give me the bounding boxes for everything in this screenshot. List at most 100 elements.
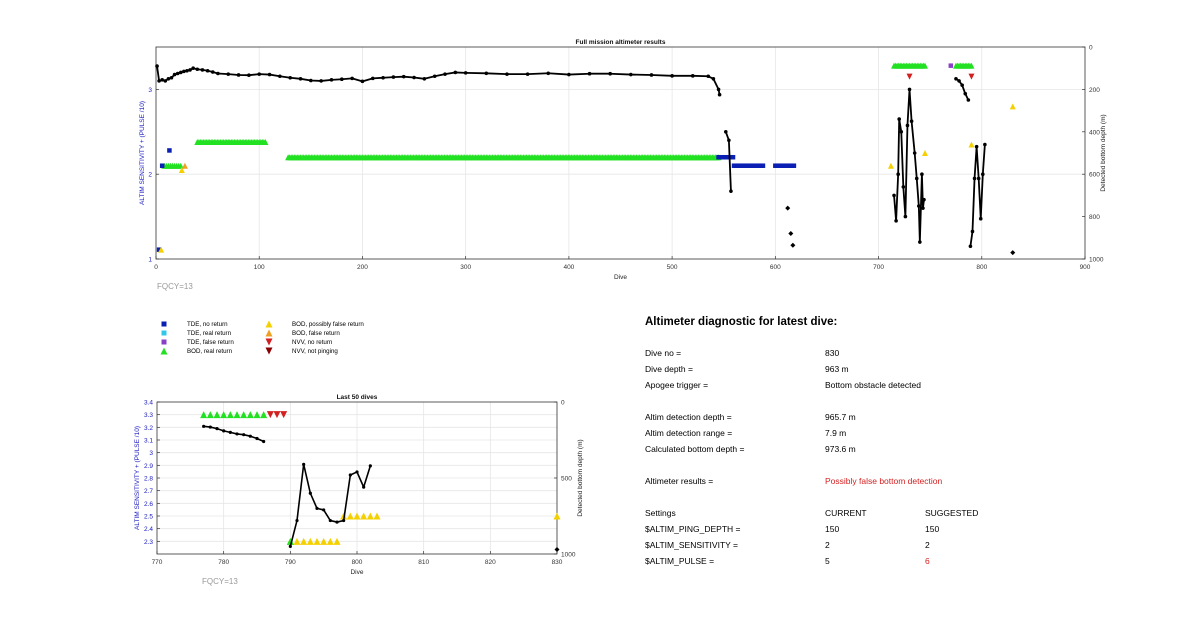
bottom-depth-point <box>208 425 212 429</box>
tde-no-return-marker <box>156 247 162 252</box>
row-value: 7.9 m <box>825 428 847 438</box>
row-label: Calculated bottom depth = <box>645 444 745 454</box>
bod-possibly-false-marker <box>313 537 321 545</box>
bod-real-return-marker <box>220 411 228 419</box>
setting-ping-depth: $ALTIM_PING_DEPTH = 150 150 <box>645 524 1165 536</box>
diagnostic-panel: Altimeter diagnostic for latest dive: Di… <box>645 310 1165 590</box>
row-value: 965.7 m <box>825 412 856 422</box>
fqcy-note: FQCY=13 <box>202 577 238 586</box>
legend-marker-shape <box>161 330 167 336</box>
bottom-depth-point <box>453 70 458 75</box>
bod-real-return-marker <box>240 411 248 419</box>
row-label: Apogee trigger = <box>645 380 709 390</box>
bod-possibly-false-marker <box>333 537 341 545</box>
legend-marker <box>265 338 273 346</box>
bottom-depth-point <box>897 117 901 121</box>
x-tick-label: 400 <box>563 264 574 271</box>
y-tick-label: 2.5 <box>144 514 153 521</box>
bottom-depth-line <box>893 88 925 243</box>
bottom-depth-point <box>412 75 416 80</box>
row-altim-detection-depth: Altim detection depth = 965.7 m <box>645 412 1165 424</box>
x-tick-label: 800 <box>352 559 363 566</box>
bod-real-return-marker <box>286 537 294 545</box>
bottom-depth-point <box>302 462 306 466</box>
y-tick-label: 3.3 <box>144 412 153 419</box>
bottom-depth-point <box>914 176 919 181</box>
y-tick-label: 3.1 <box>144 438 153 445</box>
x-tick-label: 300 <box>460 264 471 271</box>
chart-title: Last 50 dives <box>337 394 378 401</box>
x-axis-label: Dive <box>614 274 627 281</box>
nvv-no-return-marker <box>906 73 913 80</box>
tde-no-return-marker <box>167 148 172 153</box>
bottom-depth-point <box>432 74 437 79</box>
nvv-no-return-marker <box>266 411 274 419</box>
bod-real-return-marker <box>226 411 234 419</box>
row-altimeter-results: Altimeter results = Possibly false botto… <box>645 476 1165 488</box>
bottom-depth-point <box>222 429 226 433</box>
y-tick-label: 2.3 <box>144 539 153 546</box>
bottom-depth-point <box>960 83 964 87</box>
bottom-depth-point <box>362 485 366 489</box>
bottom-depth-point <box>235 432 239 436</box>
legend: TDE, no return TDE, real return TDE, false… <box>160 320 400 360</box>
bottom-depth-point <box>976 176 981 181</box>
y-tick-label: 2 <box>148 172 152 179</box>
bod-possibly-false-marker <box>306 537 314 545</box>
bottom-depth-point <box>342 518 346 523</box>
bottom-depth-point <box>972 176 977 181</box>
bod-possibly-false-marker <box>326 537 334 545</box>
nvv-no-return-marker <box>280 411 288 419</box>
bottom-depth-point <box>954 77 958 81</box>
x-tick-label: 790 <box>285 559 296 566</box>
bottom-depth-point <box>463 71 468 75</box>
bottom-depth-point <box>922 197 926 202</box>
bottom-depth-point <box>205 68 210 73</box>
row-dive-no: Dive no = 830 <box>645 348 1165 360</box>
y2-tick-label: 800 <box>1089 214 1100 221</box>
bottom-depth-point <box>894 219 898 223</box>
bottom-depth-line <box>156 65 721 95</box>
legend-label: BOD, possibly false return <box>292 321 364 328</box>
setting-label: $ALTIM_SENSITIVITY = <box>645 540 738 550</box>
bod-possibly-false-marker <box>346 512 354 520</box>
bod-real-return-marker <box>206 411 214 419</box>
bottom-depth-point <box>278 74 282 79</box>
bottom-depth-point <box>391 75 396 79</box>
setting-suggested: 150 <box>925 524 940 534</box>
bottom-depth-point <box>970 229 975 234</box>
bottom-depth-point <box>182 69 186 74</box>
y-axis-label: ALTIM SENSITIVITY + (PULSE /10) <box>139 101 146 205</box>
bottom-depth-point <box>257 72 262 76</box>
bod-possibly-false-marker <box>353 512 361 520</box>
y-tick-label: 2.8 <box>144 476 153 483</box>
legend-label: TDE, no return <box>187 321 228 328</box>
y2-tick-label: 0 <box>1089 45 1093 52</box>
bottom-depth-point <box>912 151 917 155</box>
x-tick-label: 770 <box>152 559 163 566</box>
bottom-depth-point <box>1010 250 1016 256</box>
bod-real-return-marker <box>213 411 221 419</box>
bod-false-return-marker <box>181 162 188 169</box>
legend-marker <box>161 321 167 327</box>
bottom-depth-point <box>295 518 299 523</box>
bod-possibly-false-marker <box>300 537 308 545</box>
bottom-depth-point <box>210 70 215 74</box>
tde-no-return-marker <box>791 163 797 168</box>
x-tick-label: 830 <box>552 559 563 566</box>
y2-tick-label: 200 <box>1089 87 1100 94</box>
x-axis-label: Dive <box>350 569 363 576</box>
bottom-depth-point <box>172 72 177 77</box>
legend-marker-shape <box>265 338 273 346</box>
bottom-depth-point <box>328 518 332 523</box>
bod-real-return-marker <box>260 411 268 419</box>
bod-real-return-marker <box>200 411 208 419</box>
bottom-depth-point <box>163 79 168 83</box>
bod-real-return-marker <box>177 162 184 169</box>
bottom-depth-point <box>892 193 896 198</box>
bottom-depth-point <box>907 87 912 92</box>
legend-marker <box>265 329 273 337</box>
y-tick-label: 2.7 <box>144 488 153 495</box>
chart-title: Full mission altimeter results <box>576 39 666 46</box>
bottom-depth-point <box>166 77 171 81</box>
